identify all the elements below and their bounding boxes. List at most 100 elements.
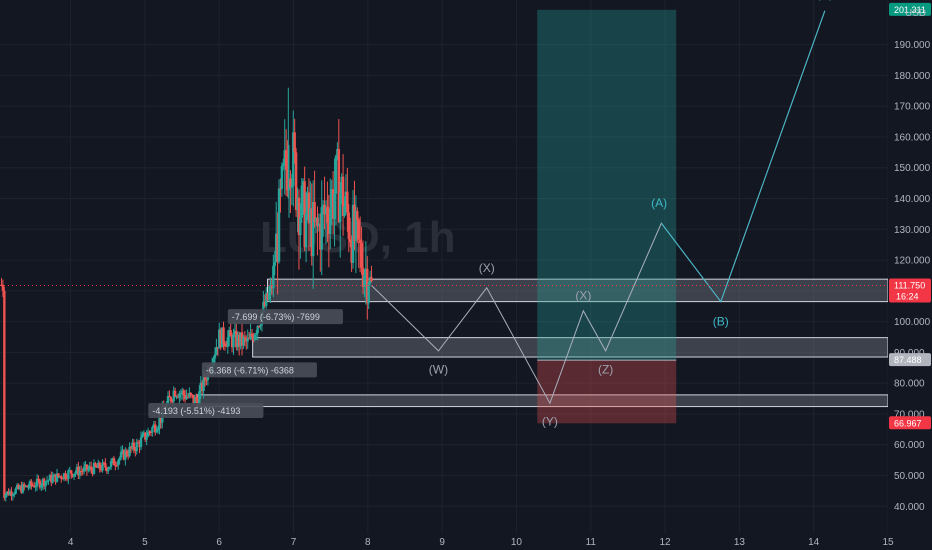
candle-body: [23, 484, 26, 487]
candle-body: [126, 455, 130, 457]
time-tick-label: 15: [882, 537, 894, 548]
candle-body: [148, 431, 151, 433]
candle-body: [175, 396, 178, 398]
candle-body: [257, 326, 261, 328]
candle-body: [134, 449, 137, 452]
candle-body: [11, 494, 15, 496]
candle-body: [233, 330, 237, 335]
wave-label: (C): [817, 0, 834, 1]
candle-body: [303, 181, 306, 248]
candle-body: [122, 450, 126, 460]
candle-body: [203, 375, 207, 380]
candle-body: [292, 132, 295, 187]
candlesticks: [0, 87, 373, 502]
wave-label: (W): [429, 362, 448, 376]
candle-body: [259, 324, 262, 327]
candle-body: [282, 163, 285, 166]
candle-body: [38, 480, 42, 488]
candle-body: [116, 460, 120, 466]
candle-body: [276, 233, 279, 262]
candle-body: [353, 204, 356, 242]
time-tick-label: 12: [660, 537, 672, 548]
candle-body: [119, 451, 123, 458]
candle-body: [370, 277, 373, 282]
candle-body: [15, 485, 19, 489]
candle-body: [149, 431, 153, 433]
candle-body: [293, 132, 296, 153]
time-tick-label: 10: [511, 537, 523, 548]
candle-body: [37, 478, 40, 481]
time-tick-label: 8: [365, 537, 371, 548]
price-tick-label: 120.000: [894, 256, 931, 267]
measure-label: -7.699 (-6.73%) -7699: [227, 309, 343, 325]
candle-body: [344, 191, 348, 207]
price-tick-label: 150.000: [894, 163, 931, 174]
candle-body: [52, 474, 56, 477]
candle-body: [128, 446, 131, 456]
candle-body: [237, 334, 241, 347]
grid-lines: [0, 0, 889, 534]
time-tick-label: 13: [734, 537, 746, 548]
candle-body: [354, 211, 358, 242]
stop-loss-area: [537, 360, 677, 424]
candle-body: [101, 462, 104, 471]
candle-body: [91, 469, 94, 474]
candle-body: [65, 478, 69, 480]
candle-body: [64, 473, 67, 479]
measure-label-text: -7.699 (-6.73%) -7699: [232, 312, 320, 322]
candle-body: [287, 178, 291, 191]
candle-body: [284, 150, 288, 170]
time-axis[interactable]: 4 5 6 7 8 9 10 11 12 13 14 15: [0, 534, 894, 550]
candle-body: [242, 336, 245, 346]
candle-body: [151, 427, 154, 433]
candle-body: [280, 165, 284, 189]
candle-body: [60, 476, 63, 479]
candle-body: [68, 470, 72, 472]
price-axis[interactable]: 40.00050.00060.00070.00080.00090.000100.…: [888, 0, 932, 550]
candle-body: [327, 223, 331, 234]
candle-body: [188, 392, 191, 397]
candle-body: [131, 442, 134, 449]
long-position-tool[interactable]: [537, 9, 677, 424]
candle-body: [272, 265, 275, 289]
candle-body: [144, 432, 147, 440]
candle-body: [48, 475, 52, 481]
candle-body: [195, 397, 198, 402]
candle-body: [14, 488, 17, 494]
candle-body: [55, 473, 59, 482]
candle-body: [30, 481, 33, 486]
candle-body: [129, 446, 133, 449]
candle-body: [28, 481, 32, 488]
price-tick-label: 60.000: [894, 440, 925, 451]
candle-body: [166, 395, 170, 404]
candle-body: [263, 301, 266, 306]
candle-body: [74, 472, 77, 475]
candle-body: [366, 268, 369, 304]
measure-annotations[interactable]: -7.699 (-6.73%) -7699 -6.368 (-6.71%) -63…: [148, 309, 343, 418]
candle-body: [289, 178, 292, 188]
candle-body: [99, 468, 103, 471]
projection-path[interactable]: [371, 10, 826, 405]
candle-body: [75, 466, 79, 473]
candle-body: [57, 473, 60, 477]
candle-body: [152, 424, 155, 428]
price-tick-label: 170.000: [894, 102, 931, 113]
candle-body: [1, 284, 5, 291]
candle-body: [98, 462, 101, 469]
candle-body: [304, 213, 308, 248]
candle-body: [273, 262, 276, 266]
candle-body: [333, 193, 336, 220]
wave-labels: (W) (X) (Y) (X) (Z) (A) (B) (C): [429, 0, 833, 429]
candle-body: [70, 470, 73, 474]
candle-body: [192, 394, 195, 404]
candle-body: [324, 206, 328, 215]
price-tick-label: 160.000: [894, 132, 931, 143]
candle-body: [47, 480, 50, 482]
candle-body: [202, 375, 205, 392]
candle-body: [3, 290, 6, 498]
candle-body: [135, 442, 138, 452]
candle-body: [364, 268, 368, 276]
price-tick-label: 80.000: [894, 379, 925, 390]
time-tick-label: 6: [216, 537, 222, 548]
